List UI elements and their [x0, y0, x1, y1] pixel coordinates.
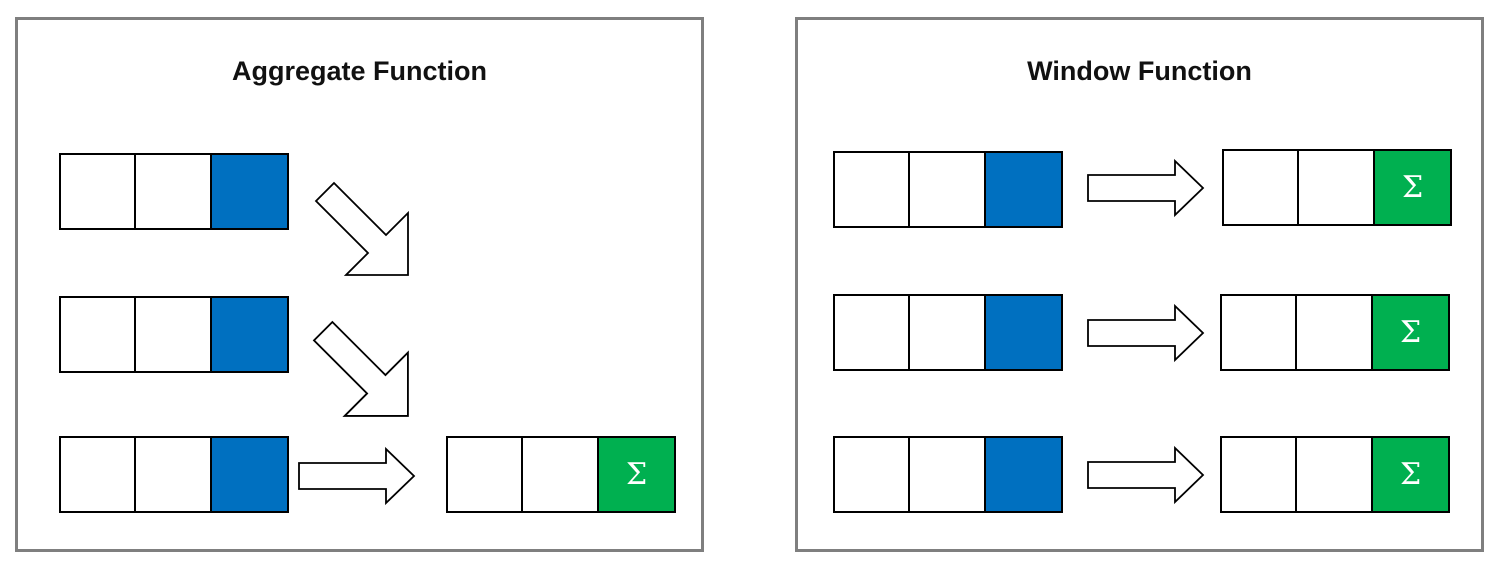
- sum-cell: Σ: [1373, 436, 1450, 513]
- row-cell: [135, 296, 213, 373]
- window-input-row-3: [833, 436, 1063, 513]
- row-cell: [1220, 436, 1297, 513]
- aggregate-result-row: Σ: [446, 436, 676, 513]
- row-cell: [1222, 149, 1299, 226]
- highlighted-cell: [212, 296, 289, 373]
- aggregate-input-row-3: [59, 436, 289, 513]
- row-cell: [1296, 294, 1374, 371]
- block-arrow-right-icon: [1087, 445, 1205, 505]
- row-cell: [135, 153, 213, 230]
- aggregate-input-row-2: [59, 296, 289, 373]
- window-result-row-2: Σ: [1220, 294, 1450, 371]
- block-arrow-right-icon: [1087, 303, 1205, 363]
- row-cell: [833, 294, 910, 371]
- row-cell: [59, 296, 136, 373]
- window-input-row-1: [833, 151, 1063, 228]
- row-cell: [909, 151, 987, 228]
- sum-cell: Σ: [599, 436, 676, 513]
- row-cell: [59, 436, 136, 513]
- aggregate-input-row-1: [59, 153, 289, 230]
- row-cell: [833, 151, 910, 228]
- highlighted-cell: [986, 294, 1063, 371]
- highlighted-cell: [212, 436, 289, 513]
- highlighted-cell: [986, 151, 1063, 228]
- row-cell: [909, 294, 987, 371]
- row-cell: [1220, 294, 1297, 371]
- highlighted-cell: [212, 153, 289, 230]
- block-arrow-down-right-icon: [312, 320, 409, 417]
- block-arrow-right-icon: [1087, 158, 1205, 218]
- window-function-title: Window Function: [1027, 56, 1252, 86]
- window-result-row-3: Σ: [1220, 436, 1450, 513]
- row-cell: [446, 436, 523, 513]
- row-cell: [833, 436, 910, 513]
- row-cell: [59, 153, 136, 230]
- block-arrow-right-icon: [298, 446, 416, 506]
- sum-cell: Σ: [1375, 149, 1452, 226]
- aggregate-function-title: Aggregate Function: [232, 56, 487, 86]
- row-cell: [1298, 149, 1376, 226]
- row-cell: [1296, 436, 1374, 513]
- window-result-row-1: Σ: [1222, 149, 1452, 226]
- row-cell: [909, 436, 987, 513]
- highlighted-cell: [986, 436, 1063, 513]
- block-arrow-down-right-icon: [314, 181, 409, 276]
- row-cell: [135, 436, 213, 513]
- window-input-row-2: [833, 294, 1063, 371]
- sum-cell: Σ: [1373, 294, 1450, 371]
- row-cell: [522, 436, 600, 513]
